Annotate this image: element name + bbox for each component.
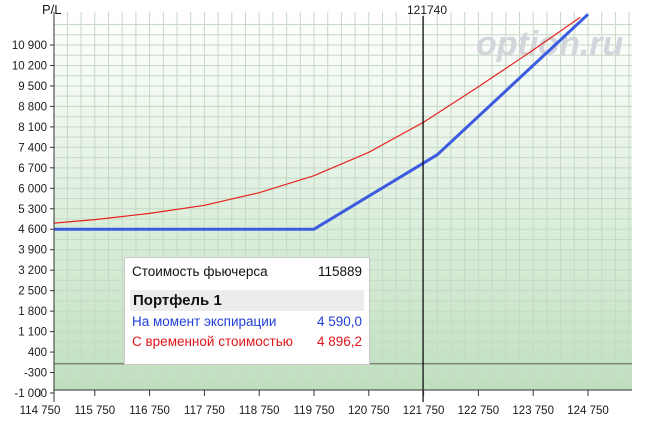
axes (53, 12, 632, 402)
portfolio-title-row: Портфель 1 (130, 290, 364, 311)
x-tick-labels: 114 750 115 750 116 750 117 750 118 750 119 7… (20, 390, 609, 417)
time-value-value: 4 896,2 (316, 334, 362, 349)
x-tick-label: 114 750 (20, 405, 61, 417)
y-axis-label: P/L (42, 2, 62, 17)
y-tick-label: 9 500 (18, 81, 47, 93)
expiry-label: На момент экспирации (132, 314, 277, 329)
y-tick-label: 8 100 (18, 122, 47, 134)
y-tick-label: 400 (28, 347, 47, 359)
futures-row: Стоимость фьючерса 115889 (132, 264, 362, 279)
x-tick-label: 124 750 (567, 405, 609, 417)
y-tick-labels: -1 000 -300 400 1 100 1 800 2 500 3 200 3 900 4 … (12, 40, 54, 400)
futures-value: 115889 (317, 264, 362, 279)
y-tick-label: 1 100 (18, 327, 47, 339)
y-tick-label: 6 700 (18, 163, 47, 175)
y-tick-label: -300 (24, 368, 47, 380)
x-tick-label: 122 750 (458, 405, 500, 417)
y-tick-label: 6 000 (18, 183, 47, 195)
expiry-value: 4 590,0 (316, 314, 362, 329)
vertical-line-label: 121740 (407, 3, 447, 17)
y-tick-label: -1 000 (14, 388, 47, 400)
y-tick-label: 10 200 (12, 60, 47, 72)
watermark: option.ru (476, 25, 624, 63)
series-time-value-line (54, 16, 581, 224)
y-tick-label: 10 900 (12, 40, 47, 52)
y-tick-label: 4 600 (18, 224, 47, 236)
y-tick-label: 8 800 (18, 101, 47, 113)
x-tick-label: 120 750 (348, 405, 390, 417)
y-tick-label: 3 200 (18, 265, 47, 277)
futures-label: Стоимость фьючерса (132, 264, 268, 279)
y-tick-label: 7 400 (18, 142, 47, 154)
x-tick-label: 116 750 (129, 405, 170, 417)
time-value-label: С временной стоимостью (132, 334, 293, 349)
portfolio-title: Портфель 1 (133, 292, 222, 309)
series-expiry-line (54, 13, 590, 231)
expiry-row: На момент экспирации 4 590,0 (132, 314, 362, 329)
x-tick-label: 119 750 (294, 405, 335, 417)
x-tick-label: 118 750 (239, 405, 280, 417)
y-tick-label: 2 500 (18, 286, 47, 298)
y-tick-label: 3 900 (18, 245, 47, 257)
x-tick-label: 117 750 (184, 405, 225, 417)
x-tick-label: 121 750 (403, 405, 445, 417)
y-tick-label: 1 800 (18, 306, 47, 318)
legend-box: Стоимость фьючерса 115889 Портфель 1 На … (124, 257, 370, 365)
series-group (54, 13, 590, 231)
time-value-row: С временной стоимостью 4 896,2 (132, 334, 362, 349)
x-tick-label: 123 750 (512, 405, 554, 417)
y-tick-label: 5 300 (18, 204, 47, 216)
x-tick-label: 115 750 (74, 405, 115, 417)
